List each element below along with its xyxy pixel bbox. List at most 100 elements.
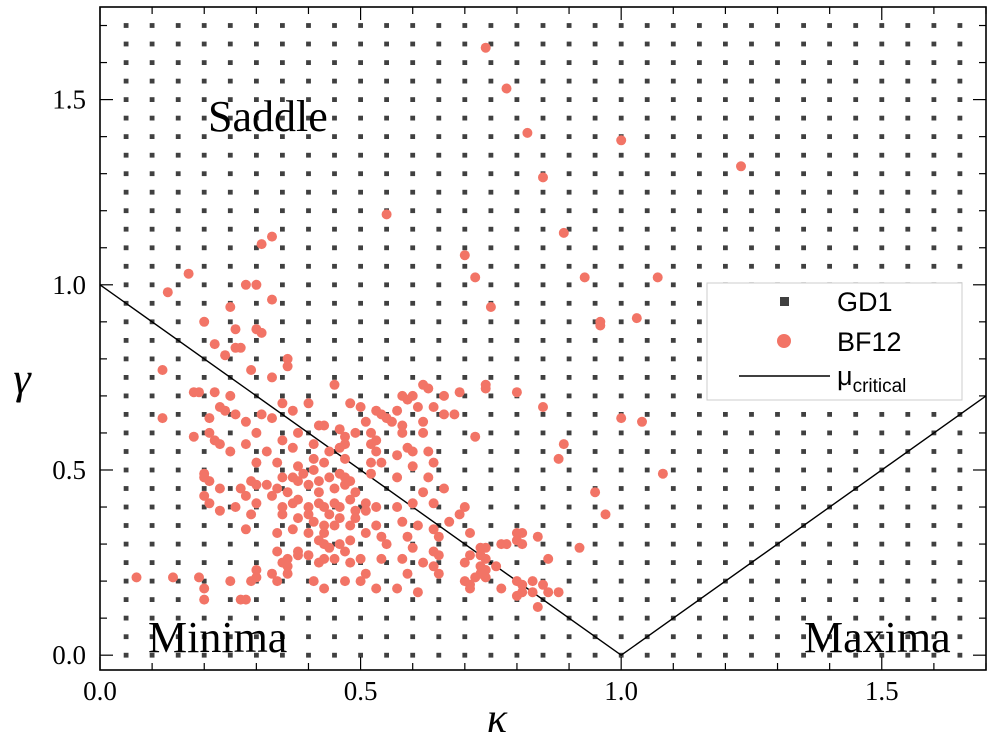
bf12-point (293, 427, 303, 438)
gd1-point (957, 615, 963, 621)
gd1-point (201, 78, 207, 84)
gd1-point (149, 263, 155, 269)
gd1-point (670, 597, 676, 602)
gd1-point (149, 578, 155, 584)
gd1-point (332, 134, 337, 139)
gd1-point (175, 615, 181, 621)
gd1-point (775, 78, 780, 84)
gd1-point (827, 634, 832, 640)
bf12-point (313, 420, 324, 431)
bf12-point (251, 479, 262, 490)
gd1-point (566, 578, 572, 584)
gd1-point (827, 541, 832, 547)
gd1-point (853, 97, 859, 102)
gd1-point (514, 208, 520, 214)
gd1-point (201, 245, 207, 251)
gd1-point (540, 523, 546, 528)
gd1-point (540, 208, 546, 214)
gd1-point (618, 152, 624, 158)
bf12-point (657, 468, 668, 479)
bf12-point (209, 339, 220, 350)
gd1-point (436, 338, 442, 343)
gd1-point (514, 41, 520, 47)
gd1-point (514, 634, 520, 640)
gd1-point (436, 356, 442, 362)
gd1-point (462, 152, 468, 158)
gd1-point (280, 393, 285, 399)
gd1-point (384, 393, 389, 399)
gd1-point (306, 467, 311, 473)
gd1-point (175, 652, 181, 658)
bf12-point (303, 509, 314, 520)
gd1-point (644, 375, 650, 380)
gd1-point (201, 486, 207, 491)
gd1-point (644, 78, 650, 84)
gd1-point (540, 541, 546, 547)
gd1-point (280, 430, 285, 436)
gd1-point (566, 652, 572, 658)
bf12-point (371, 520, 382, 531)
gd1-point (697, 282, 702, 288)
gd1-point (749, 152, 754, 158)
gd1-point (853, 152, 859, 158)
gd1-point (697, 375, 702, 380)
annotation-maxima: Maxima (804, 613, 951, 662)
gd1-point (905, 560, 911, 565)
gd1-point (201, 23, 207, 28)
bf12-point (465, 528, 475, 538)
gd1-point (905, 171, 911, 177)
gd1-point (227, 412, 233, 417)
gd1-point (384, 97, 389, 102)
gd1-point (488, 652, 494, 658)
gd1-point (410, 245, 416, 251)
gd1-point (670, 541, 676, 547)
gd1-point (801, 467, 806, 473)
gd1-point (957, 208, 963, 214)
gd1-point (853, 245, 859, 251)
y-axis-label: γ (13, 354, 32, 403)
bf12-point (616, 135, 627, 146)
gd1-point (618, 41, 624, 47)
gd1-point (332, 97, 337, 102)
bf12-point (230, 324, 241, 335)
gd1-point (670, 78, 676, 84)
gd1-point (905, 23, 911, 28)
gd1-point (410, 152, 416, 158)
gd1-point (670, 319, 676, 325)
gd1-point (618, 615, 624, 621)
gd1-point (592, 652, 598, 658)
gd1-point (123, 115, 129, 121)
gd1-point (670, 282, 676, 288)
gd1-point (931, 449, 937, 454)
bf12-point (574, 542, 585, 553)
gd1-point (462, 449, 468, 454)
gd1-point (749, 171, 754, 177)
gd1-point (436, 226, 442, 232)
gd1-point (514, 263, 520, 269)
gd1-point (358, 41, 363, 47)
gd1-point (644, 263, 650, 269)
gd1-point (801, 504, 806, 510)
gd1-point (749, 634, 754, 640)
gd1-point (853, 263, 859, 269)
gd1-point (827, 263, 832, 269)
gd1-point (540, 504, 546, 510)
bf12-point (527, 576, 538, 587)
gd1-point (879, 134, 885, 139)
gd1-point (462, 338, 468, 343)
gd1-point (149, 282, 155, 288)
gd1-point (436, 652, 442, 658)
gd1-point (775, 467, 780, 473)
gd1-point (410, 486, 416, 491)
gd1-point (618, 560, 624, 565)
bf12-point (272, 483, 283, 494)
gd1-point (957, 578, 963, 584)
gd1-point (514, 356, 520, 362)
bf12-point (371, 446, 382, 457)
gd1-point (853, 467, 859, 473)
gd1-point (670, 41, 676, 47)
gd1-point (175, 300, 181, 306)
gd1-point (670, 23, 676, 28)
gd1-point (436, 208, 442, 214)
gd1-point (488, 393, 494, 399)
